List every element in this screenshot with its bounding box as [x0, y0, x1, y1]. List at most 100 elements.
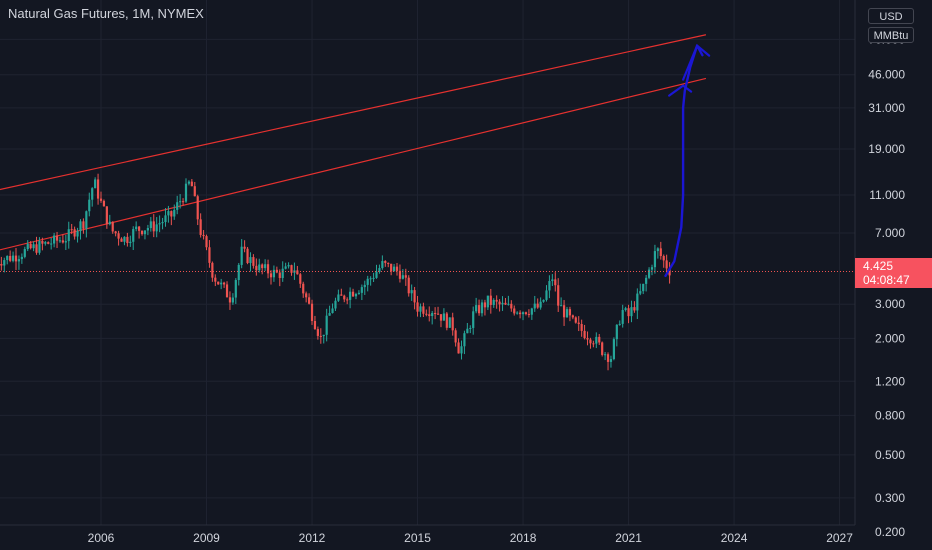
candle: [495, 295, 498, 309]
candle-body: [281, 268, 284, 278]
candle-body: [662, 256, 665, 261]
candle-body: [170, 211, 173, 217]
candle: [88, 192, 91, 217]
x-tick-label: 2027: [826, 531, 853, 545]
trend-line[interactable]: [0, 77, 707, 251]
candle: [378, 264, 381, 274]
candle: [489, 288, 492, 314]
candle-body: [181, 201, 185, 203]
candle: [249, 252, 252, 272]
candle: [284, 262, 287, 270]
currency-button[interactable]: USD: [868, 8, 914, 24]
candle-body: [161, 222, 164, 224]
candle: [436, 306, 440, 315]
candle-body: [23, 249, 26, 257]
candle-body: [504, 302, 507, 305]
candle-body: [434, 313, 437, 315]
candle-body: [431, 313, 434, 317]
candle: [173, 204, 176, 220]
candle-body: [521, 312, 525, 315]
candle-body: [105, 206, 108, 225]
candle: [480, 299, 484, 317]
candle-body: [217, 281, 220, 285]
candle: [425, 309, 428, 317]
candle: [539, 297, 542, 310]
candle: [325, 308, 328, 342]
candle-body: [598, 336, 601, 343]
candle-body: [466, 328, 469, 334]
candle: [140, 230, 144, 236]
candle: [231, 293, 234, 305]
candle: [307, 293, 311, 305]
candle: [615, 324, 618, 347]
candle: [3, 257, 6, 273]
arrow-head: [682, 43, 711, 81]
candle: [0, 256, 3, 271]
candle-body: [0, 263, 3, 266]
candle-body: [143, 230, 147, 235]
candle-body: [451, 317, 454, 331]
candle: [85, 210, 88, 238]
y-tick-label: 0.300: [875, 491, 905, 505]
candle-body: [390, 263, 393, 272]
candle: [463, 330, 466, 355]
candle-body: [551, 279, 554, 282]
candle: [513, 305, 516, 316]
candle-body: [310, 303, 314, 321]
trend-line[interactable]: [0, 34, 707, 192]
candle-body: [354, 293, 358, 297]
y-tick-label: 0.500: [875, 448, 905, 462]
candle-body: [225, 284, 229, 298]
candle: [560, 297, 563, 307]
candle: [604, 351, 607, 361]
candle-body: [554, 279, 557, 286]
y-tick-label: 0.200: [875, 525, 905, 539]
candle: [636, 288, 639, 320]
candle-body: [284, 266, 287, 269]
candle: [132, 226, 135, 250]
unit-button[interactable]: MMBtu: [868, 27, 914, 43]
candle: [313, 315, 317, 330]
candle-body: [618, 323, 621, 325]
candle: [595, 332, 598, 349]
candle-body: [369, 278, 372, 280]
candle-body: [422, 306, 425, 314]
candle: [384, 260, 387, 267]
candle: [138, 225, 141, 239]
candle-body: [17, 259, 21, 262]
candle: [331, 303, 334, 314]
candle: [105, 206, 108, 229]
candle: [246, 246, 249, 265]
candle-body: [586, 338, 589, 340]
candle-body: [562, 305, 566, 318]
candle-body: [533, 303, 536, 309]
candle: [475, 297, 478, 314]
candle-body: [545, 290, 548, 300]
candle: [392, 263, 396, 272]
candle: [234, 278, 237, 304]
candle-body: [50, 243, 53, 245]
candle: [61, 234, 64, 244]
candle-body: [38, 240, 41, 253]
candle-body: [208, 247, 211, 263]
candle-body: [574, 317, 577, 323]
candle: [9, 250, 12, 263]
candle-body: [26, 243, 29, 250]
candle-body: [252, 257, 255, 266]
candle: [360, 284, 363, 301]
candle: [387, 262, 390, 268]
candle: [217, 281, 220, 285]
y-tick-label: 46.000: [868, 68, 905, 82]
candle: [222, 281, 226, 288]
candle-body: [319, 335, 322, 337]
candle: [290, 264, 293, 276]
candle-body: [653, 251, 657, 268]
x-tick-label: 2009: [193, 531, 220, 545]
candle: [589, 337, 592, 349]
candle-body: [325, 315, 328, 335]
candle: [510, 300, 513, 312]
candle: [146, 224, 149, 236]
candle: [237, 263, 240, 286]
bar-countdown: 04:08:47: [863, 273, 910, 287]
